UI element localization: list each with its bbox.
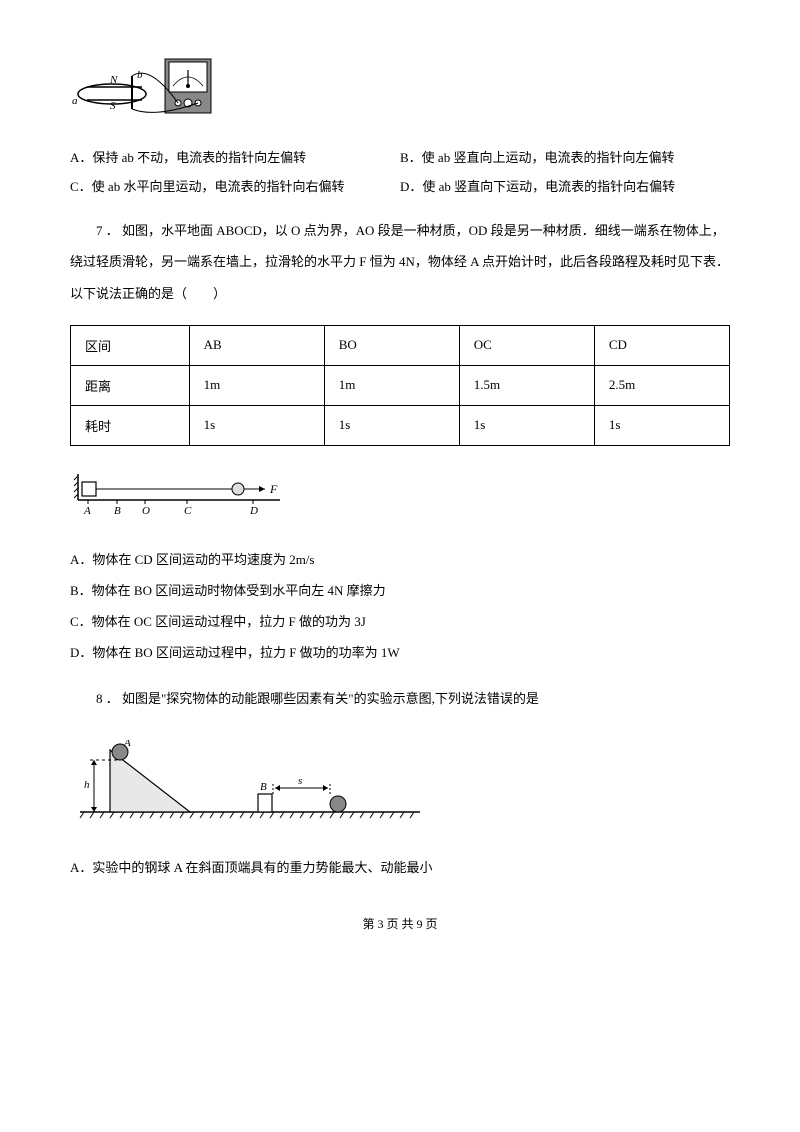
q8-options: A．实验中的钢球 A 在斜面顶端具有的重力势能最大、动能最小: [70, 852, 730, 883]
cell: OC: [459, 325, 594, 365]
q7-opt-b: B．物体在 BO 区间运动时物体受到水平向左 4N 摩擦力: [70, 575, 730, 606]
q6-opt-d: D．使 ab 竖直向下运动，电流表的指针向右偏转: [400, 173, 730, 202]
label-N: N: [109, 74, 118, 86]
q7-text: 7 ． 如图，水平地面 ABOCD，以 O 点为界，AO 段是一种材质，OD 段…: [70, 215, 730, 309]
svg-text:A: A: [83, 505, 91, 517]
q7-options: A．物体在 CD 区间运动的平均速度为 2m/s B．物体在 BO 区间运动时物…: [70, 544, 730, 669]
svg-text:h: h: [84, 779, 90, 791]
svg-text:C: C: [184, 505, 192, 517]
q7-diagram: F A B O C D: [70, 472, 730, 524]
svg-text:B: B: [114, 505, 121, 517]
q6-opt-c: C．使 ab 水平向里运动，电流表的指针向右偏转: [70, 173, 400, 202]
page-footer: 第 3 页 共 9 页: [70, 915, 730, 932]
table-row: 距离 1m 1m 1.5m 2.5m: [71, 365, 730, 405]
table-row: 区间 AB BO OC CD: [71, 325, 730, 365]
cell: 耗时: [71, 405, 190, 445]
svg-text:B: B: [260, 781, 267, 793]
q6-opt-b: B．使 ab 竖直向上运动，电流表的指针向左偏转: [400, 144, 730, 173]
table-row: 耗时 1s 1s 1s 1s: [71, 405, 730, 445]
galvanometer-figure: N S a b: [70, 56, 730, 132]
cell: 距离: [71, 365, 190, 405]
cell: 1.5m: [459, 365, 594, 405]
svg-text:D: D: [249, 505, 258, 517]
svg-text:F: F: [269, 482, 278, 496]
svg-text:s: s: [298, 775, 302, 787]
q7-opt-c: C．物体在 OC 区间运动过程中，拉力 F 做的功为 3J: [70, 606, 730, 637]
q8-opt-a: A．实验中的钢球 A 在斜面顶端具有的重力势能最大、动能最小: [70, 852, 730, 883]
label-a: a: [72, 95, 78, 107]
q8-diagram: A h B s: [70, 740, 730, 832]
q8-text: 8 ． 如图是"探究物体的动能跟哪些因素有关"的实验示意图,下列说法错误的是: [70, 683, 730, 714]
label-S: S: [110, 100, 116, 112]
svg-text:O: O: [142, 505, 150, 517]
label-b: b: [137, 69, 143, 81]
cell: 1m: [324, 365, 459, 405]
cell: BO: [324, 325, 459, 365]
q7-opt-a: A．物体在 CD 区间运动的平均速度为 2m/s: [70, 544, 730, 575]
cell: 1m: [189, 365, 324, 405]
cell: 1s: [459, 405, 594, 445]
cell: CD: [594, 325, 729, 365]
cell: 1s: [324, 405, 459, 445]
cell: 1s: [594, 405, 729, 445]
q6-options: A．保持 ab 不动，电流表的指针向左偏转 B．使 ab 竖直向上运动，电流表的…: [70, 144, 730, 201]
cell: 1s: [189, 405, 324, 445]
q7-opt-d: D．物体在 BO 区间运动过程中，拉力 F 做功的功率为 1W: [70, 637, 730, 668]
cell: 2.5m: [594, 365, 729, 405]
svg-text:A: A: [123, 740, 131, 749]
q7-table: 区间 AB BO OC CD 距离 1m 1m 1.5m 2.5m 耗时 1s …: [70, 325, 730, 446]
q6-opt-a: A．保持 ab 不动，电流表的指针向左偏转: [70, 144, 400, 173]
cell: 区间: [71, 325, 190, 365]
cell: AB: [189, 325, 324, 365]
